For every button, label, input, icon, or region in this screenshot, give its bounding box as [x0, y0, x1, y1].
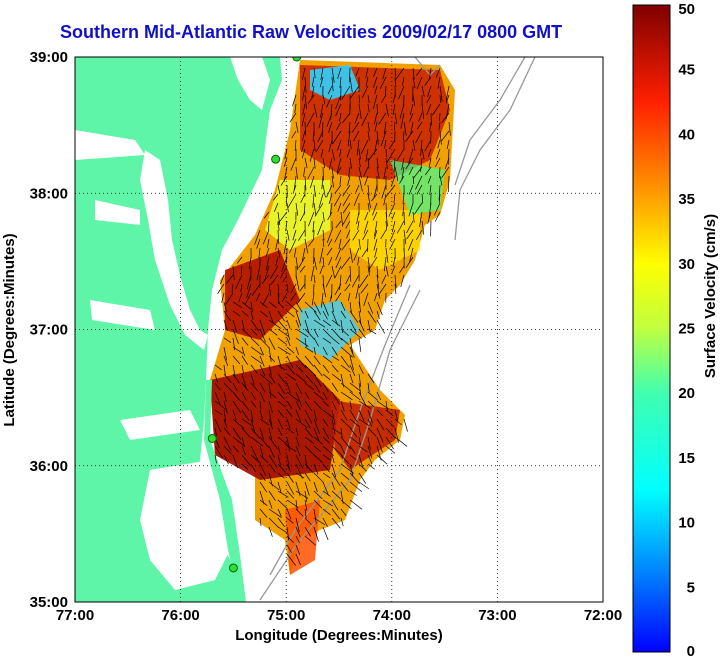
chesapeake-bay	[140, 150, 208, 350]
colorbar-tick-label: 35	[678, 191, 695, 208]
y-tick-label: 38:00	[30, 185, 68, 202]
y-axis-label: Latitude (Degrees:Minutes)	[1, 233, 18, 426]
mainland	[75, 57, 282, 602]
colorbar-tick-label: 15	[678, 450, 695, 467]
velocity-field	[210, 60, 455, 575]
colorbar-tick-label: 45	[678, 62, 695, 79]
pamlico-sound	[140, 460, 235, 590]
x-tick-labels: 77:00 76:00 75:00 74:00 73:00 72:00	[56, 607, 622, 624]
y-tick-label: 36:00	[30, 458, 68, 475]
station-marker	[271, 154, 281, 164]
x-tick-label: 72:00	[584, 607, 622, 624]
land	[75, 57, 282, 602]
x-tick-label: 77:00	[56, 607, 94, 624]
y-tick-labels: 39:00 38:00 37:00 36:00 35:00	[30, 49, 68, 611]
x-tick-label: 74:00	[373, 607, 411, 624]
map-title: Southern Mid-Atlantic Raw Velocities 200…	[60, 22, 563, 42]
station-marker	[207, 434, 217, 443]
colorbar-tick-label: 0	[687, 643, 695, 659]
velocity-vectors	[214, 67, 451, 566]
colorbar-tick-label: 10	[678, 515, 695, 532]
graticule-grid	[75, 57, 603, 602]
colorbar-tick-label: 40	[678, 126, 695, 143]
colorbar	[632, 4, 671, 653]
x-tick-label: 76:00	[161, 607, 199, 624]
y-tick-label: 37:00	[30, 322, 68, 339]
colorbar-tick-label: 5	[687, 579, 695, 596]
station-marker	[292, 57, 302, 62]
colorbar-tick-label: 30	[678, 256, 695, 273]
y-tick-label: 35:00	[30, 594, 68, 611]
plot-frame	[74, 56, 604, 603]
x-axis-label: Longitude (Degrees:Minutes)	[235, 627, 443, 644]
colorbar-tick-label: 20	[678, 385, 695, 402]
station-marker	[228, 563, 238, 573]
delaware-bay	[230, 57, 270, 110]
y-tick-label: 39:00	[30, 49, 68, 66]
x-tick-label: 75:00	[267, 607, 305, 624]
x-tick-label: 73:00	[478, 607, 516, 624]
colorbar-label: Surface Velocity (cm/s)	[702, 214, 719, 378]
bathymetry-contours	[259, 57, 536, 601]
colorbar-tick-label: 50	[678, 1, 695, 18]
hf-radar-stations	[207, 57, 302, 573]
colorbar-tick-label: 25	[678, 321, 695, 338]
